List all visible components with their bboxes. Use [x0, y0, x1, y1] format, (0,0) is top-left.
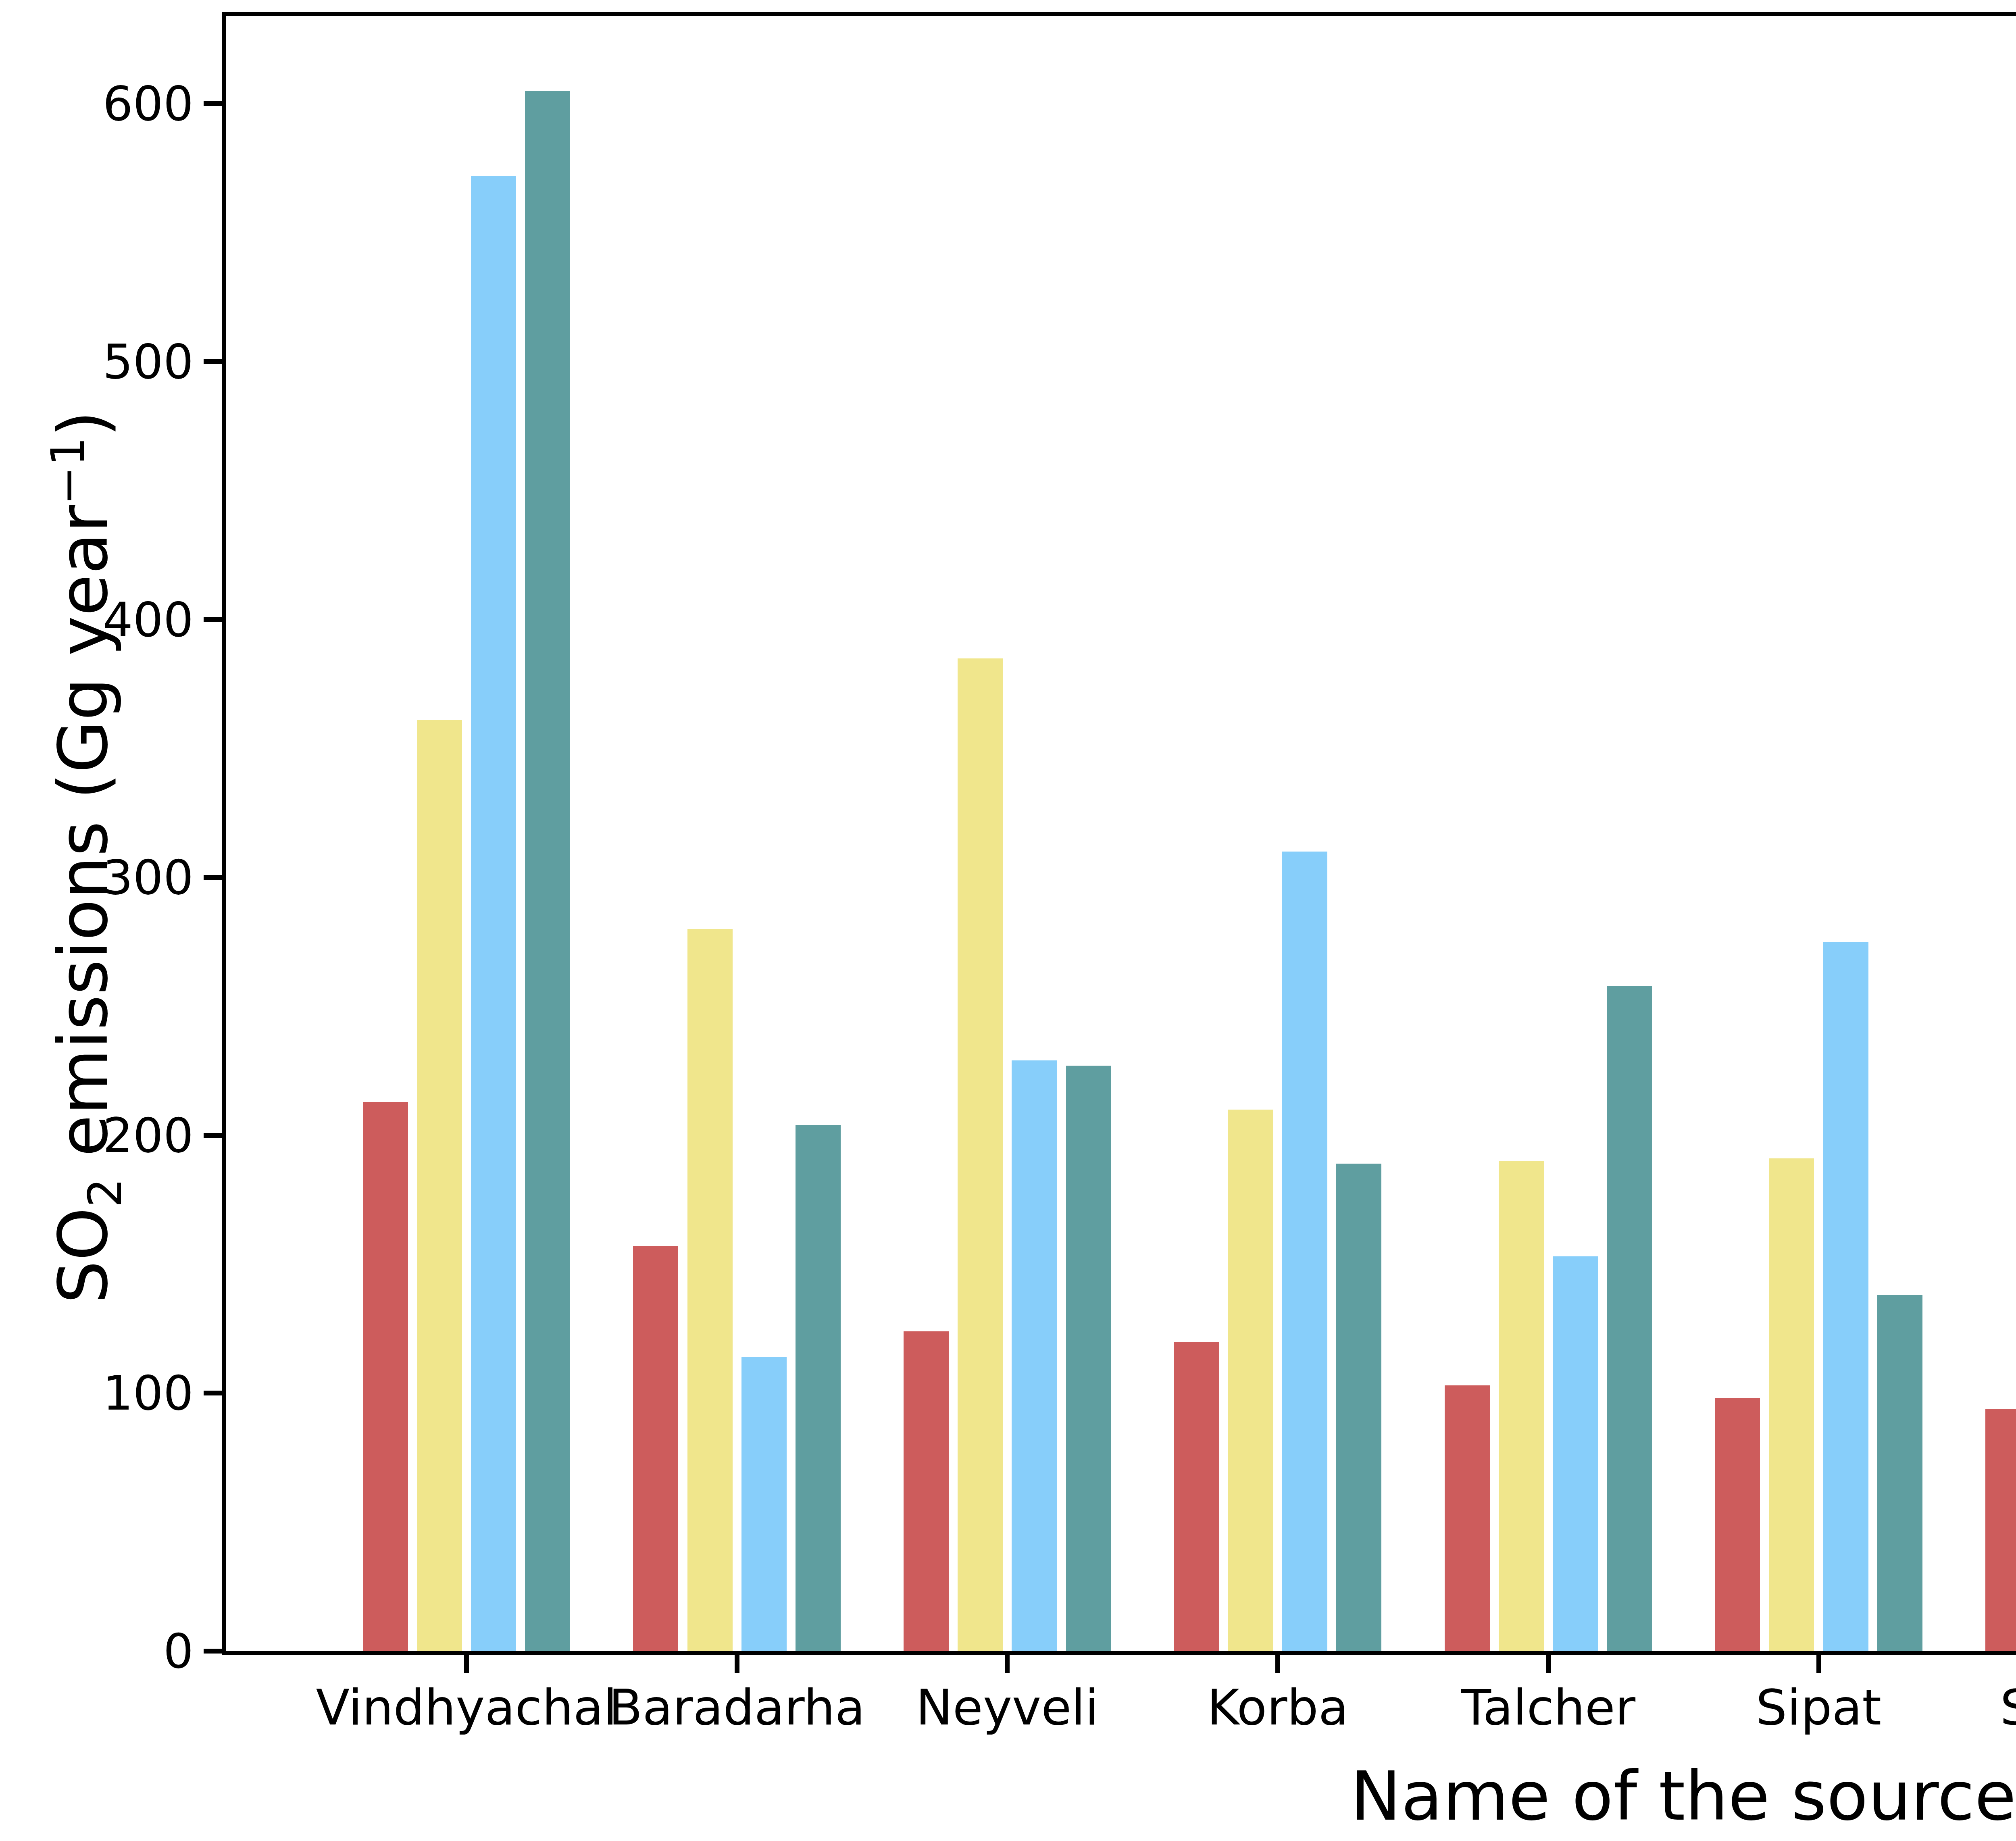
y-tick-0: [204, 1649, 222, 1654]
bar-sterlite-series-0: [1985, 1409, 2016, 1651]
plot-area: [222, 12, 2016, 1655]
x-tick-label-sterlite: Sterlite: [1899, 1677, 2016, 1738]
bar-neyveli-series-3: [1066, 1066, 1111, 1651]
y-tick-400: [204, 617, 222, 622]
bar-vindhyachal-series-1: [417, 720, 462, 1651]
y-axis-label-sup: −1: [41, 437, 95, 505]
bar-sipat-series-2: [1823, 942, 1868, 1651]
bar-talcher-series-0: [1445, 1385, 1490, 1651]
x-tick-vindhyachal: [464, 1655, 469, 1673]
bar-korba-series-2: [1282, 852, 1327, 1651]
bar-sipat-series-3: [1877, 1295, 1922, 1651]
x-tick-talcher: [1546, 1655, 1551, 1673]
y-tick-600: [204, 101, 222, 106]
y-axis-label: SO2 emissions (Gg year−1): [30, 373, 144, 1341]
y-axis-label-pre: SO: [44, 1207, 123, 1304]
y-axis-label-sub: 2: [78, 1178, 132, 1208]
bar-baradarha-series-2: [741, 1357, 787, 1651]
bar-talcher-series-3: [1607, 986, 1652, 1651]
y-tick-label-100: 100: [60, 1363, 194, 1423]
y-axis-label-post: ): [44, 410, 123, 437]
bar-vindhyachal-series-0: [363, 1102, 408, 1651]
bar-baradarha-series-3: [796, 1125, 841, 1651]
x-axis-label: Name of the source: [1200, 1758, 2016, 1835]
x-tick-baradarha: [735, 1655, 739, 1673]
y-tick-100: [204, 1391, 222, 1395]
bar-neyveli-series-0: [904, 1331, 949, 1651]
bar-talcher-series-1: [1499, 1161, 1544, 1651]
y-tick-200: [204, 1133, 222, 1138]
bar-neyveli-series-2: [1012, 1060, 1057, 1651]
bar-baradarha-series-0: [633, 1246, 678, 1651]
chart-page: { "chart_data": { "type": "bar", "title"…: [0, 0, 2016, 1841]
bar-talcher-series-2: [1553, 1256, 1598, 1651]
y-tick-300: [204, 875, 222, 880]
bar-vindhyachal-series-2: [471, 176, 516, 1651]
bar-korba-series-0: [1174, 1342, 1219, 1651]
bar-neyveli-series-1: [958, 658, 1003, 1651]
y-tick-label-0: 0: [60, 1621, 194, 1681]
bar-vindhyachal-series-3: [525, 91, 570, 1651]
bar-sipat-series-1: [1769, 1158, 1814, 1651]
bar-korba-series-1: [1228, 1110, 1273, 1651]
bar-baradarha-series-1: [687, 929, 733, 1651]
y-tick-500: [204, 359, 222, 364]
y-tick-label-600: 600: [60, 73, 194, 134]
bar-korba-series-3: [1336, 1164, 1381, 1651]
x-tick-neyveli: [1005, 1655, 1010, 1673]
y-axis-label-mid: emissions (Gg year: [44, 505, 123, 1178]
x-tick-korba: [1275, 1655, 1280, 1673]
x-tick-sipat: [1816, 1655, 1821, 1673]
bar-sipat-series-0: [1715, 1398, 1760, 1651]
